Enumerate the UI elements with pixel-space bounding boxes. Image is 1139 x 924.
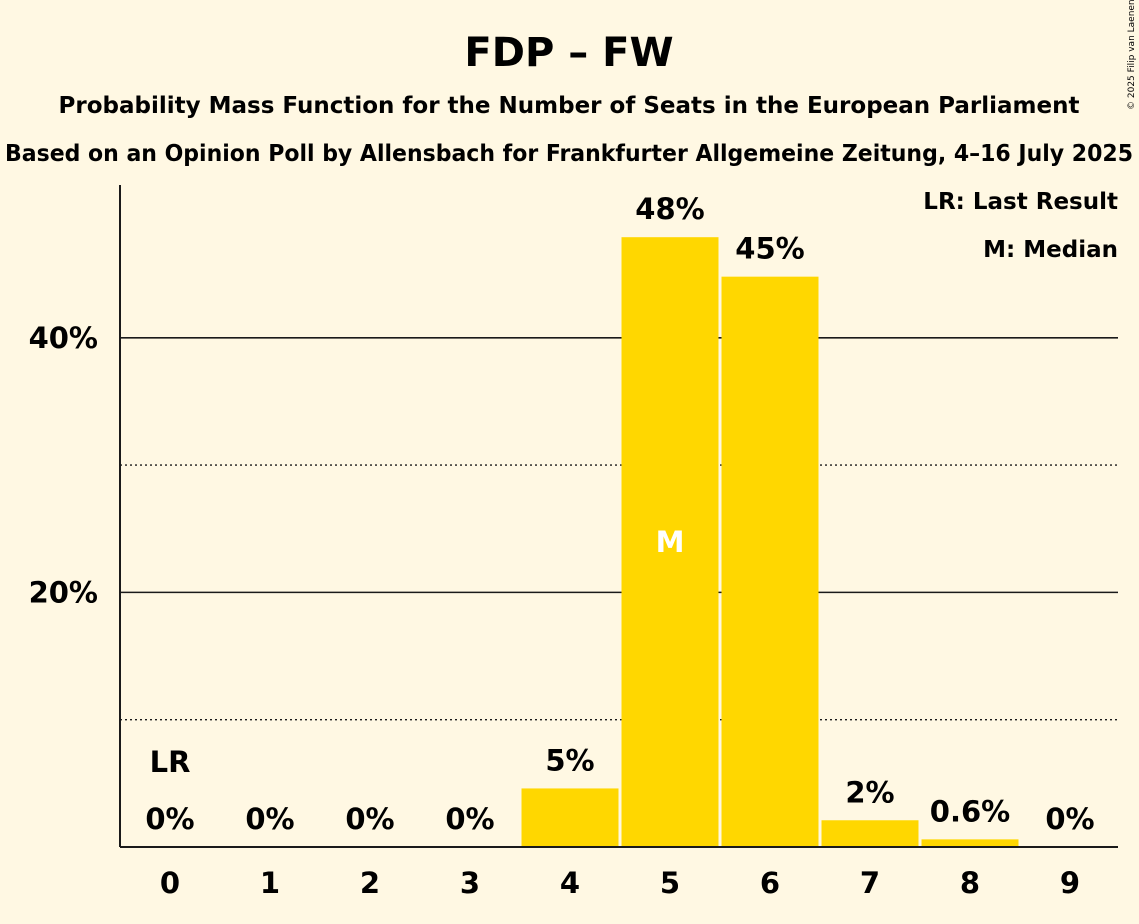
value-label: 0% — [145, 802, 194, 836]
bar — [821, 820, 919, 847]
bar — [621, 237, 719, 847]
bar — [721, 276, 819, 848]
x-tick-label: 7 — [860, 866, 880, 900]
value-label: 0% — [1045, 802, 1094, 836]
x-tick-label: 0 — [160, 866, 180, 900]
value-label: 2% — [845, 775, 894, 809]
value-label: 0% — [345, 802, 394, 836]
x-tick-label: 9 — [1060, 866, 1080, 900]
axes: 20% 40% 0 1 2 3 4 5 6 7 8 9 — [29, 185, 1118, 900]
value-labels: 0% LR 0% 0% 0% 5% 48% M 45% 2% 0.6% 0% — [145, 192, 1094, 836]
x-tick-label: 1 — [260, 866, 280, 900]
chart-subtitle: Probability Mass Function for the Number… — [59, 93, 1080, 119]
x-tick-label: 2 — [360, 866, 380, 900]
x-tick-label: 5 — [660, 866, 680, 900]
value-label: 0% — [245, 802, 294, 836]
x-tick-label: 6 — [760, 866, 780, 900]
value-label: 0.6% — [930, 794, 1010, 828]
legend-median: M: Median — [983, 237, 1118, 263]
value-label: 48% — [635, 192, 704, 226]
last-result-marker: LR — [150, 745, 191, 779]
x-tick-label: 3 — [460, 866, 480, 900]
y-tick-label: 20% — [29, 575, 98, 609]
bars — [521, 237, 1019, 848]
copyright-credit: © 2025 Filip van Laenen — [1127, 0, 1137, 110]
x-tick-label: 4 — [560, 866, 580, 900]
median-marker: M — [656, 525, 685, 559]
chart-subtitle-source: Based on an Opinion Poll by Allensbach f… — [5, 141, 1133, 167]
y-tick-label: 40% — [29, 321, 98, 355]
x-tick-label: 8 — [960, 866, 980, 900]
bar — [521, 788, 619, 847]
gridlines — [120, 336, 1118, 721]
value-label: 45% — [735, 232, 804, 266]
value-label: 5% — [545, 743, 594, 777]
value-label: 0% — [445, 802, 494, 836]
bar — [921, 839, 1019, 847]
chart-title: FDP – FW — [464, 30, 673, 76]
legend-last-result: LR: Last Result — [923, 189, 1118, 215]
